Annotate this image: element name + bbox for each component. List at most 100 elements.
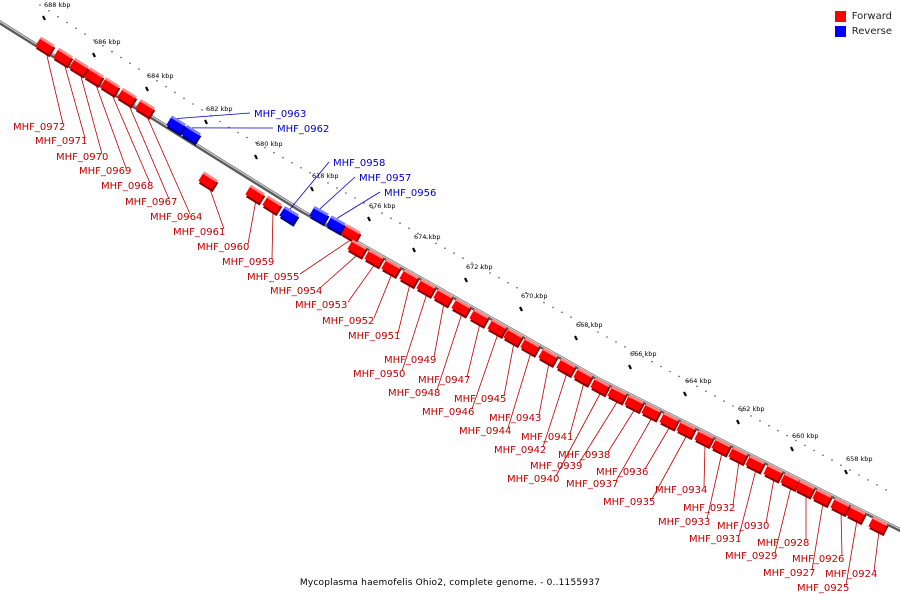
gene-box-highlight <box>799 480 815 490</box>
gene-MHF_0967[interactable] <box>116 87 138 109</box>
scale-dot <box>435 242 437 245</box>
gene-MHF_0948[interactable] <box>450 298 472 319</box>
gene-MHF_0953[interactable] <box>363 249 385 270</box>
gene-box-highlight <box>594 377 610 388</box>
scale-dot <box>102 45 104 47</box>
gene-MHF_0949[interactable] <box>432 288 454 309</box>
gene-MHF_0942[interactable] <box>555 357 577 379</box>
scale-dot <box>273 151 275 154</box>
scale-dot <box>516 286 518 289</box>
scale-dot <box>858 474 860 476</box>
gene-label-MHF_0941: MHF_0941 <box>521 432 573 443</box>
gene-MHF_0929[interactable] <box>779 472 801 493</box>
genome-backbone <box>0 20 900 533</box>
scale-dot <box>696 385 698 388</box>
leader-MHF_0945 <box>503 342 515 397</box>
gene-box-highlight <box>313 206 329 217</box>
gene-MHF_0941[interactable] <box>572 367 594 388</box>
gene-MHF_0952[interactable] <box>380 258 402 280</box>
gene-MHF_0933[interactable] <box>710 438 732 458</box>
gene-label-MHF_0957: MHF_0957 <box>359 173 411 184</box>
gene-MHF_0957[interactable] <box>308 206 330 227</box>
gene-MHF_0959[interactable] <box>261 195 283 217</box>
gene-box <box>399 269 419 287</box>
gene-box-highlight <box>73 57 89 69</box>
scale-dot <box>255 141 257 144</box>
gene-MHF_0925[interactable] <box>845 505 867 526</box>
gene-label-MHF_0948: MHF_0948 <box>388 388 440 399</box>
gene-MHF_0924[interactable] <box>867 516 889 537</box>
gene-MHF_0943[interactable] <box>537 347 559 368</box>
gene-label-MHF_0939: MHF_0939 <box>530 461 582 472</box>
gene-MHF_0969[interactable] <box>83 67 105 88</box>
gene-MHF_0926[interactable] <box>829 497 851 518</box>
leader-MHF_0952 <box>373 273 393 319</box>
gene-box-highlight <box>437 288 453 299</box>
gene-label-MHF_0945: MHF_0945 <box>454 394 506 405</box>
scale-dot <box>309 172 311 174</box>
gene-box <box>53 47 73 66</box>
gene-MHF_0930[interactable] <box>762 464 784 484</box>
gene-MHF_0937[interactable] <box>640 403 662 423</box>
gene-MHF_0955[interactable] <box>340 224 362 245</box>
gene-label-MHF_0925: MHF_0925 <box>797 583 849 594</box>
gene-box-highlight <box>749 455 765 465</box>
gene-MHF_0954[interactable] <box>346 239 368 260</box>
gene-MHF_0968[interactable] <box>99 77 121 98</box>
leader-MHF_0924 <box>873 530 880 572</box>
gene-MHF_0971[interactable] <box>52 47 74 69</box>
gene-MHF_0928[interactable] <box>794 480 816 500</box>
leader-MHF_0964 <box>145 113 191 215</box>
gene-box <box>520 337 540 356</box>
gene-MHF_0932[interactable] <box>727 446 749 467</box>
scale-tick-662 <box>736 419 740 425</box>
gene-MHF_0927[interactable] <box>811 488 833 509</box>
gene-MHF_0963[interactable] <box>165 115 187 137</box>
gene-MHF_0972[interactable] <box>34 36 56 58</box>
gene-MHF_0934[interactable] <box>693 429 715 450</box>
gene-MHF_0961[interactable] <box>197 171 219 193</box>
scale-tick-label-672: 672 kbp <box>466 263 493 271</box>
gene-MHF_0944[interactable] <box>519 337 541 358</box>
leader-MHF_0959 <box>271 210 274 260</box>
gene-MHF_0958[interactable] <box>278 206 300 227</box>
gene-MHF_0936[interactable] <box>658 412 680 432</box>
leader-MHF_0941 <box>569 382 585 435</box>
gene-label-MHF_0972: MHF_0972 <box>13 122 65 133</box>
gene-MHF_0964[interactable] <box>134 99 156 120</box>
gene-box <box>711 438 731 455</box>
scale-tick-680 <box>254 154 258 160</box>
gene-MHF_0956[interactable] <box>325 215 347 236</box>
scale-tick-label-674: 674 kbp <box>414 233 441 241</box>
gene-box-highlight <box>784 472 800 482</box>
scale-dot <box>300 167 302 169</box>
gene-box <box>846 505 866 523</box>
gene-box <box>538 347 558 366</box>
gene-box-highlight <box>645 403 661 413</box>
leader-MHF_0947 <box>466 323 481 378</box>
gene-MHF_0938[interactable] <box>623 394 645 415</box>
gene-MHF_0939[interactable] <box>606 386 628 406</box>
scale-dot <box>687 380 689 383</box>
gene-MHF_0945[interactable] <box>502 327 524 349</box>
gene-MHF_0931[interactable] <box>744 455 766 475</box>
scale-tick-676 <box>367 216 371 222</box>
gene-track <box>34 36 889 537</box>
gene-MHF_0940[interactable] <box>589 377 611 398</box>
gene-MHF_0951[interactable] <box>398 269 420 290</box>
gene-MHF_0935[interactable] <box>675 420 697 441</box>
scale-dot <box>138 68 140 70</box>
gene-MHF_0946[interactable] <box>486 318 508 340</box>
gene-box <box>433 288 453 306</box>
scale-dot <box>129 62 131 65</box>
gene-box <box>326 215 346 234</box>
gene-MHF_0950[interactable] <box>415 278 437 299</box>
leader-MHF_0960 <box>247 199 257 245</box>
gene-label-MHF_0924: MHF_0924 <box>825 569 877 580</box>
gene-MHF_0960[interactable] <box>244 184 266 206</box>
gene-MHF_0970[interactable] <box>68 57 90 79</box>
gene-box <box>763 464 783 481</box>
gene-MHF_0962[interactable] <box>180 124 202 146</box>
gene-box-highlight <box>628 394 644 404</box>
gene-MHF_0947[interactable] <box>468 308 490 329</box>
